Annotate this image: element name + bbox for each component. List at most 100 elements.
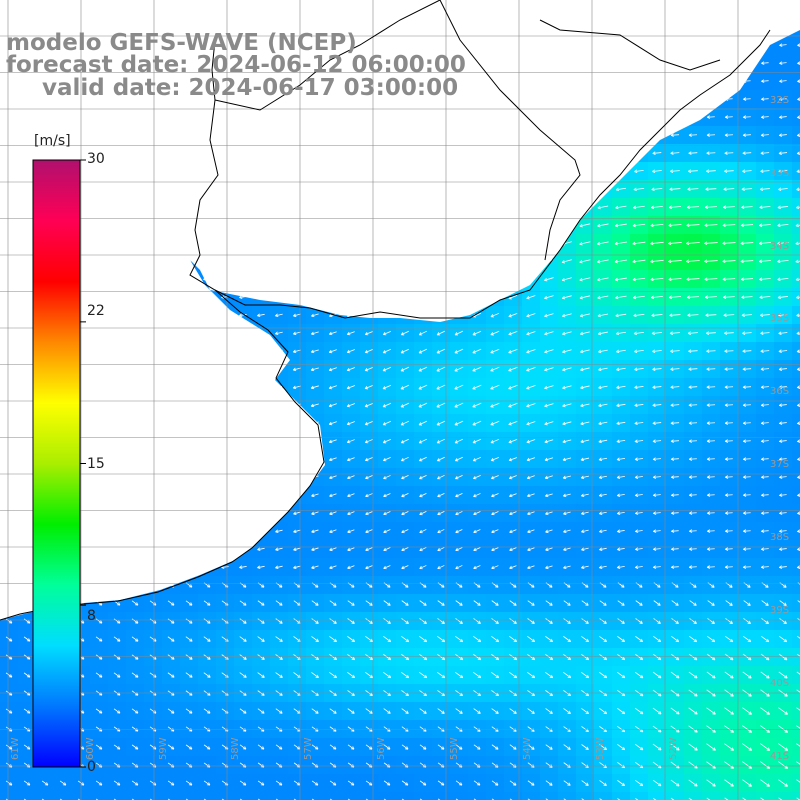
- wind-arrow: [779, 43, 787, 47]
- lon-label: 59W: [158, 737, 169, 760]
- wind-speed-cell: [792, 216, 800, 234]
- wind-speed-cell: [540, 792, 558, 800]
- colorbar-tick-label: 30: [87, 151, 105, 167]
- wind-speed-cell: [576, 792, 594, 800]
- lat-label: 40S: [770, 678, 790, 689]
- wind-speed-cell: [522, 792, 540, 800]
- wind-speed-cell: [792, 432, 800, 450]
- wind-speed-cell: [702, 792, 720, 800]
- wind-speed-cell: [36, 792, 54, 800]
- lon-label: 53W: [595, 737, 606, 760]
- lon-label: 60W: [85, 737, 96, 760]
- wind-speed-cell: [252, 792, 270, 800]
- wind-speed-cell: [306, 792, 324, 800]
- wind-speed-cell: [792, 666, 800, 684]
- wind-speed-cell: [792, 630, 800, 648]
- wind-speed-cell: [396, 792, 414, 800]
- lat-label: 33S: [770, 168, 790, 179]
- wind-speed-cell: [792, 270, 800, 288]
- wind-speed-cell: [792, 396, 800, 414]
- wind-speed-cell: [594, 792, 612, 800]
- lat-label: 35S: [770, 313, 790, 324]
- wind-speed-cell: [792, 36, 800, 54]
- lon-label: 61W: [10, 737, 21, 760]
- lat-label: 39S: [770, 605, 790, 616]
- wind-speed-cell: [432, 792, 450, 800]
- wind-speed-cell: [54, 792, 72, 800]
- wind-speed-cell: [162, 792, 180, 800]
- wind-speed-cell: [792, 522, 800, 540]
- colorbar-unit: [m/s]: [34, 133, 71, 149]
- wind-speed-cell: [792, 234, 800, 252]
- wind-speed-cell: [0, 792, 18, 800]
- wind-speed-cell: [18, 792, 36, 800]
- wind-speed-cell: [612, 792, 630, 800]
- wind-speed-cell: [108, 792, 126, 800]
- wind-speed-cell: [630, 792, 648, 800]
- lat-label: 36S: [770, 386, 790, 397]
- colorbar-tick-label: 22: [87, 303, 105, 319]
- wind-speed-cell: [792, 126, 800, 144]
- wind-speed-cell: [792, 756, 800, 774]
- wind-speed-cell: [792, 54, 800, 72]
- wind-speed-cell: [792, 558, 800, 576]
- wind-speed-cell: [792, 648, 800, 666]
- wind-speed-cell: [792, 702, 800, 720]
- lon-label: 58W: [230, 737, 241, 760]
- wind-speed-cell: [792, 360, 800, 378]
- wind-speed-cell: [666, 792, 684, 800]
- wind-speed-cell: [792, 576, 800, 594]
- wind-speed-cell: [792, 162, 800, 180]
- colorbar-tick-label: 8: [87, 608, 96, 624]
- wind-speed-cell: [468, 792, 486, 800]
- wind-speed-cell: [486, 792, 504, 800]
- wind-speed-cell: [792, 450, 800, 468]
- wind-speed-cell: [90, 792, 108, 800]
- wind-speed-cell: [648, 792, 666, 800]
- wind-speed-cell: [216, 792, 234, 800]
- wind-speed-cell: [792, 774, 800, 792]
- wind-speed-cell: [792, 720, 800, 738]
- wind-speed-cell: [792, 612, 800, 630]
- wind-speed-cell: [792, 738, 800, 756]
- wind-speed-cell: [270, 792, 288, 800]
- wind-speed-cell: [792, 180, 800, 198]
- colorbar-tick-label: 15: [87, 456, 105, 472]
- wind-speed-cell: [342, 792, 360, 800]
- lon-label: 57W: [303, 737, 314, 760]
- wind-speed-cell: [792, 792, 800, 800]
- wind-speed-cell: [792, 288, 800, 306]
- wind-speed-cell: [504, 792, 522, 800]
- colorbar: [32, 159, 81, 768]
- lat-label: 34S: [770, 241, 790, 252]
- wind-speed-cell: [792, 72, 800, 90]
- lat-label: 41S: [770, 751, 790, 762]
- wind-speed-cell: [792, 486, 800, 504]
- wind-speed-cell: [792, 252, 800, 270]
- wind-speed-cell: [126, 792, 144, 800]
- wind-speed-cell: [792, 198, 800, 216]
- wind-speed-cell: [450, 792, 468, 800]
- lat-label: 38S: [770, 532, 790, 543]
- wind-speed-cell: [360, 792, 378, 800]
- wind-speed-cell: [234, 792, 252, 800]
- lon-label: 52W: [668, 737, 679, 760]
- wind-speed-cell: [738, 792, 756, 800]
- lat-label: 37S: [770, 459, 790, 470]
- wind-speed-cell: [792, 468, 800, 486]
- wind-speed-cell: [324, 792, 342, 800]
- colorbar-tick-label: 0: [87, 759, 96, 775]
- wind-speed-cell: [198, 792, 216, 800]
- wind-speed-cell: [684, 792, 702, 800]
- wind-speed-cell: [792, 594, 800, 612]
- lon-label: 54W: [522, 737, 533, 760]
- wind-speed-cell: [558, 792, 576, 800]
- lat-label: 32S: [770, 95, 790, 106]
- wind-speed-cell: [792, 342, 800, 360]
- wind-speed-cell: [792, 540, 800, 558]
- wind-speed-cell: [792, 90, 800, 108]
- lon-label: 56W: [376, 737, 387, 760]
- title-forecast-date: forecast date: 2024-06-12 06:00:00: [6, 52, 466, 78]
- wind-speed-cell: [144, 792, 162, 800]
